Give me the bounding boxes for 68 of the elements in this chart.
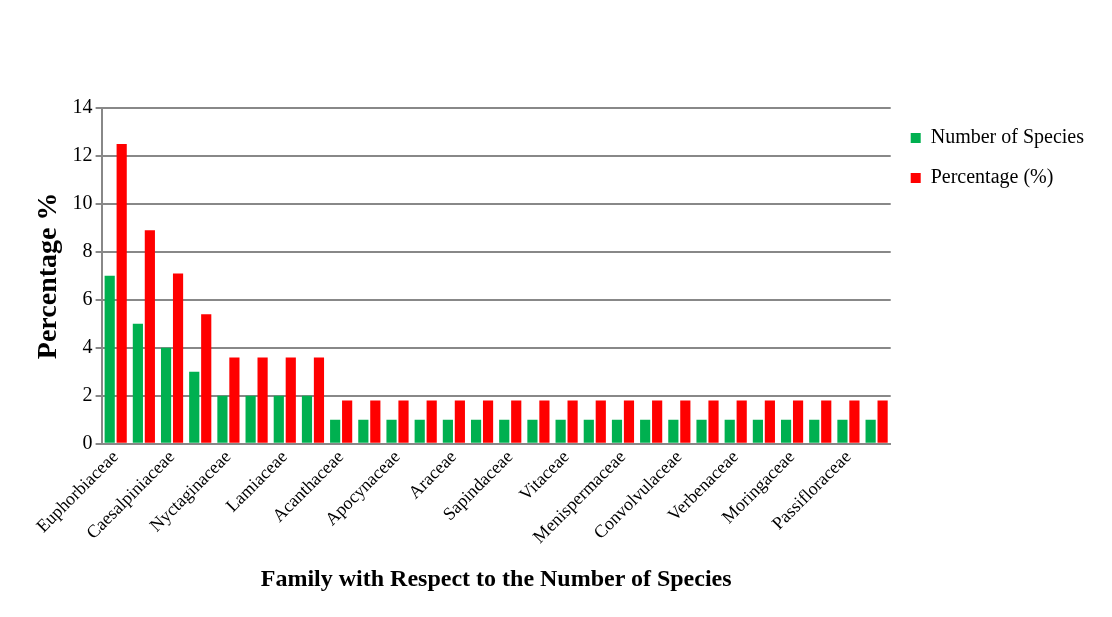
bar: [229, 357, 240, 443]
bar: [821, 400, 832, 443]
bar: [330, 419, 341, 443]
bar: [358, 419, 369, 443]
legend-label: Percentage (%): [930, 165, 1054, 189]
bar: [426, 400, 437, 443]
y-tick-label: 10: [72, 191, 93, 214]
bar: [132, 323, 143, 443]
bar: [442, 419, 453, 443]
bar: [809, 419, 820, 443]
bar: [583, 419, 594, 443]
y-tick-label: 14: [72, 95, 93, 118]
bar: [640, 419, 651, 443]
bar: [555, 419, 566, 443]
bar: [470, 419, 482, 443]
bar: [877, 400, 888, 443]
bar: [511, 400, 522, 443]
x-axis-title: Family with Respect to the Number of Species: [260, 564, 732, 591]
legend-label: Number of Species: [930, 125, 1085, 149]
bar: [736, 400, 747, 443]
bar: [189, 371, 200, 443]
bar: [414, 419, 425, 443]
bar: [611, 419, 623, 443]
bar: [752, 419, 763, 443]
y-tick-label: 0: [82, 430, 93, 453]
bar: [245, 395, 256, 443]
bar: [285, 357, 296, 443]
bar: [708, 400, 719, 443]
bar: [764, 400, 775, 443]
bar: [201, 314, 212, 443]
y-tick-label: 2: [82, 383, 93, 405]
bar: [696, 419, 707, 443]
y-axis-title: Percentage %: [31, 192, 63, 360]
bar: [865, 419, 876, 443]
bar: [499, 419, 510, 443]
bar: [342, 400, 353, 443]
bar: [116, 143, 127, 443]
bar: [482, 400, 494, 443]
bar: [217, 395, 228, 443]
y-tick-label: 4: [82, 335, 93, 358]
bar: [792, 400, 804, 443]
bar: [454, 400, 465, 443]
bar: [370, 400, 381, 443]
bar: [724, 419, 735, 443]
bar: [398, 400, 409, 443]
bar: [257, 357, 268, 443]
bar: [668, 419, 679, 443]
bar: [849, 400, 860, 443]
bar: [780, 419, 792, 443]
bar: [567, 400, 578, 443]
bar: [104, 275, 115, 443]
bar: [301, 395, 313, 443]
y-tick-label: 6: [82, 287, 93, 310]
bar: [680, 400, 691, 443]
bar: [160, 347, 172, 443]
bar: [144, 230, 155, 443]
bar: [539, 400, 550, 443]
bar: [652, 400, 663, 443]
y-tick-label: 12: [72, 143, 93, 166]
bar: [527, 419, 538, 443]
bar: [313, 357, 325, 443]
bar: [386, 419, 397, 443]
bar: [623, 400, 635, 443]
y-tick-label: 8: [82, 239, 93, 262]
bar: [273, 395, 284, 443]
bar: [837, 419, 848, 443]
bar: [172, 273, 184, 443]
bar: [595, 400, 606, 443]
